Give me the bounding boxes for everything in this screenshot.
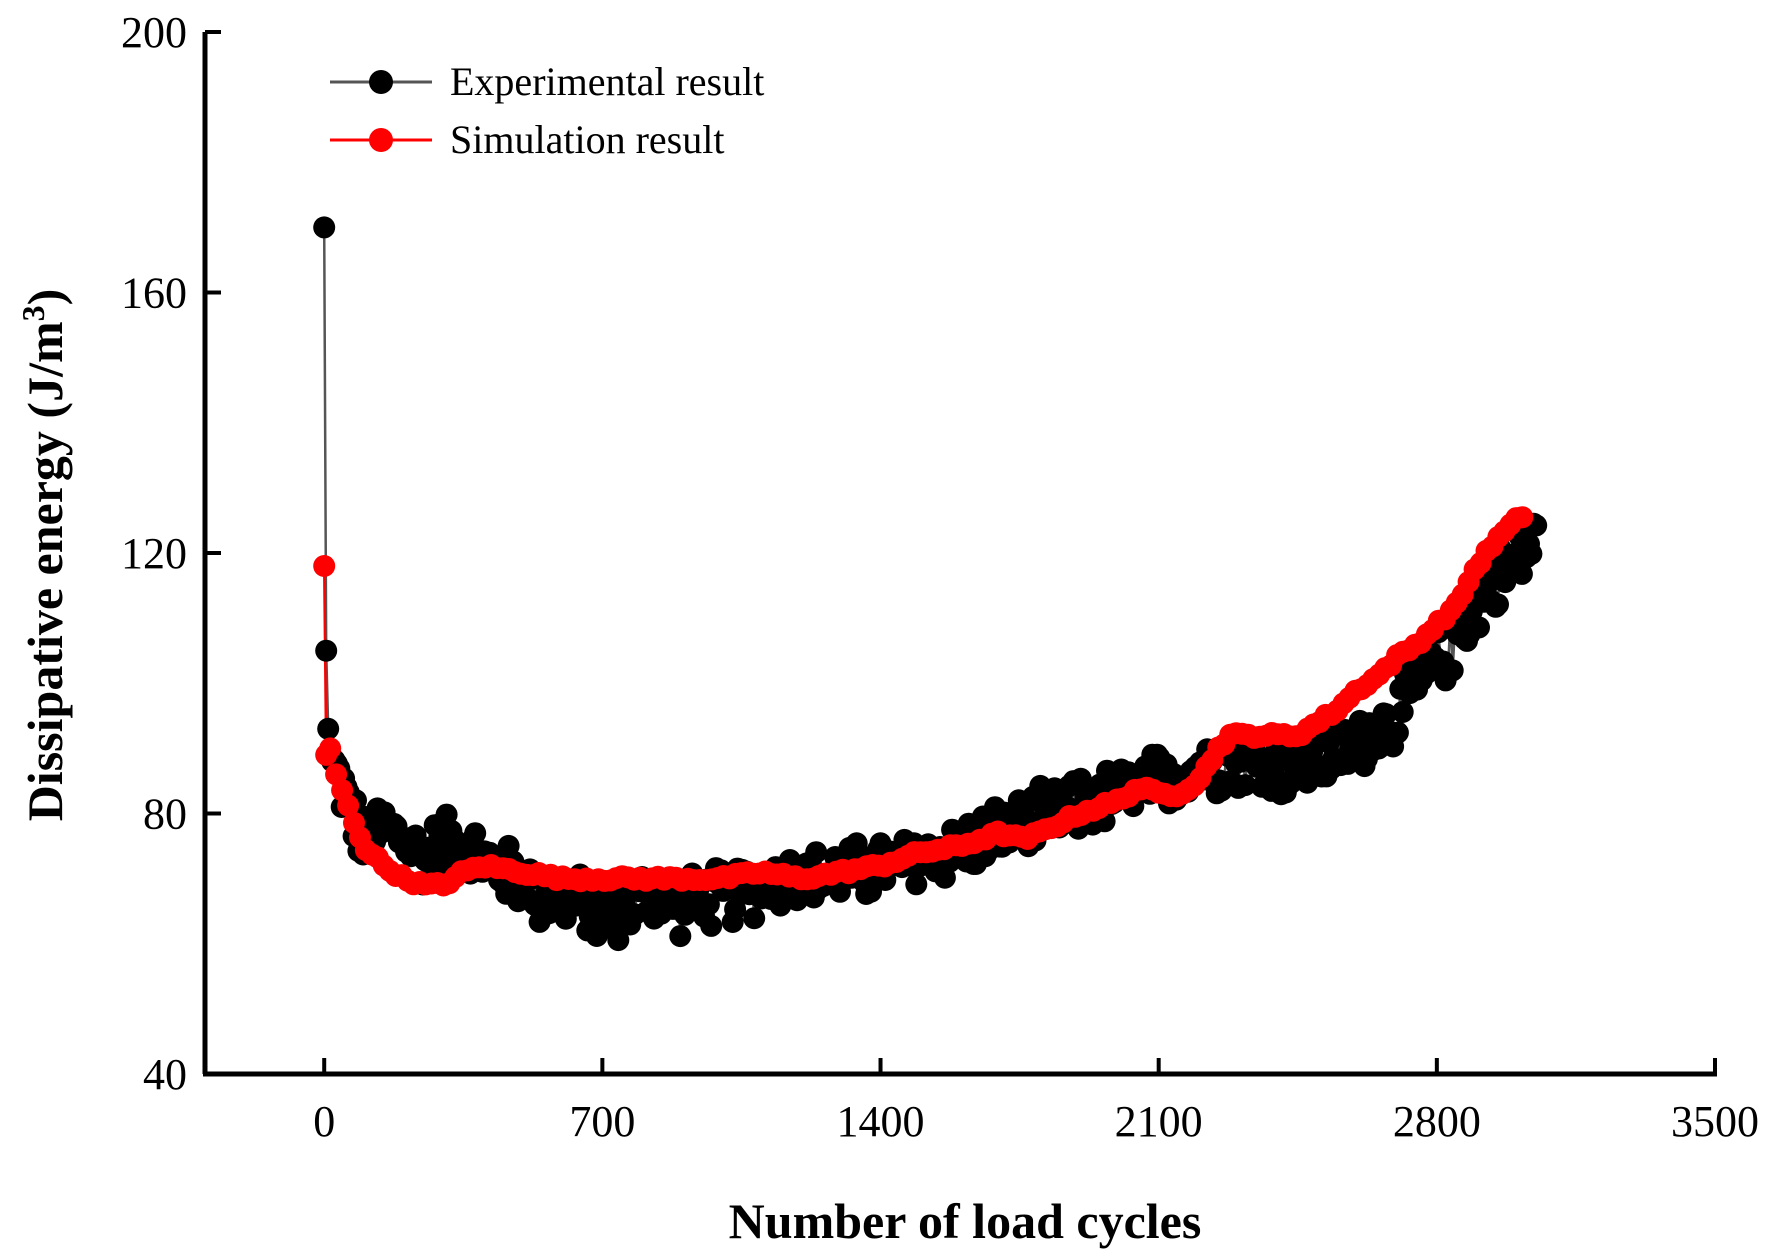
data-point <box>1234 774 1257 797</box>
data-point <box>669 925 692 948</box>
data-point <box>1391 701 1414 723</box>
legend-label-1: Simulation result <box>450 117 724 162</box>
data-point <box>805 841 828 864</box>
data-point <box>1386 721 1409 744</box>
y-tick-label: 40 <box>143 1050 187 1099</box>
y-axis-title-close: ) <box>17 289 73 306</box>
legend: Experimental result Simulation result <box>330 59 764 162</box>
x-tick-label: 2800 <box>1393 1097 1481 1146</box>
y-tick-label: 160 <box>121 269 187 318</box>
data-point <box>1510 562 1533 585</box>
data-point <box>313 555 336 577</box>
x-tick-label: 0 <box>313 1097 335 1146</box>
series-points <box>313 216 1548 952</box>
x-tick-label: 2100 <box>1115 1097 1203 1146</box>
series-1-points <box>313 506 1534 897</box>
data-point <box>319 737 342 760</box>
x-tick-label: 1400 <box>837 1097 925 1146</box>
y-axis-title: Dissipative energy (J/m3) <box>15 289 73 822</box>
axes: 0 700 1400 2100 2800 3500 40 80 120 160 200 <box>121 8 1759 1146</box>
y-tick-label: 80 <box>143 790 187 839</box>
data-point <box>1487 593 1509 616</box>
data-point <box>743 907 766 930</box>
data-point <box>313 216 336 239</box>
legend-marker-1 <box>369 128 393 152</box>
y-tick-label: 200 <box>121 8 187 57</box>
data-point <box>464 822 487 845</box>
data-point <box>1520 542 1543 565</box>
data-point <box>1494 571 1517 594</box>
y-axis-title-main: Dissipative energy (J/m <box>17 321 73 821</box>
data-point <box>315 639 338 662</box>
series-line-0 <box>322 227 1537 941</box>
y-tick-label: 120 <box>121 529 187 578</box>
data-point <box>1375 703 1397 726</box>
data-point <box>700 914 723 937</box>
data-point <box>1468 616 1490 639</box>
data-point <box>1441 659 1464 682</box>
data-point <box>337 794 360 817</box>
x-tick-label: 700 <box>569 1097 635 1146</box>
series-lines <box>322 227 1537 941</box>
x-axis-title: Number of load cycles <box>729 1193 1202 1249</box>
data-point <box>317 717 340 740</box>
y-axis-title-superscript: 3 <box>15 305 51 321</box>
legend-marker-0 <box>369 70 393 94</box>
legend-label-0: Experimental result <box>450 59 764 104</box>
data-point <box>1511 506 1534 529</box>
data-point <box>905 873 928 896</box>
x-tick-label: 3500 <box>1671 1097 1759 1146</box>
data-point <box>1069 767 1092 790</box>
data-point <box>697 893 720 916</box>
